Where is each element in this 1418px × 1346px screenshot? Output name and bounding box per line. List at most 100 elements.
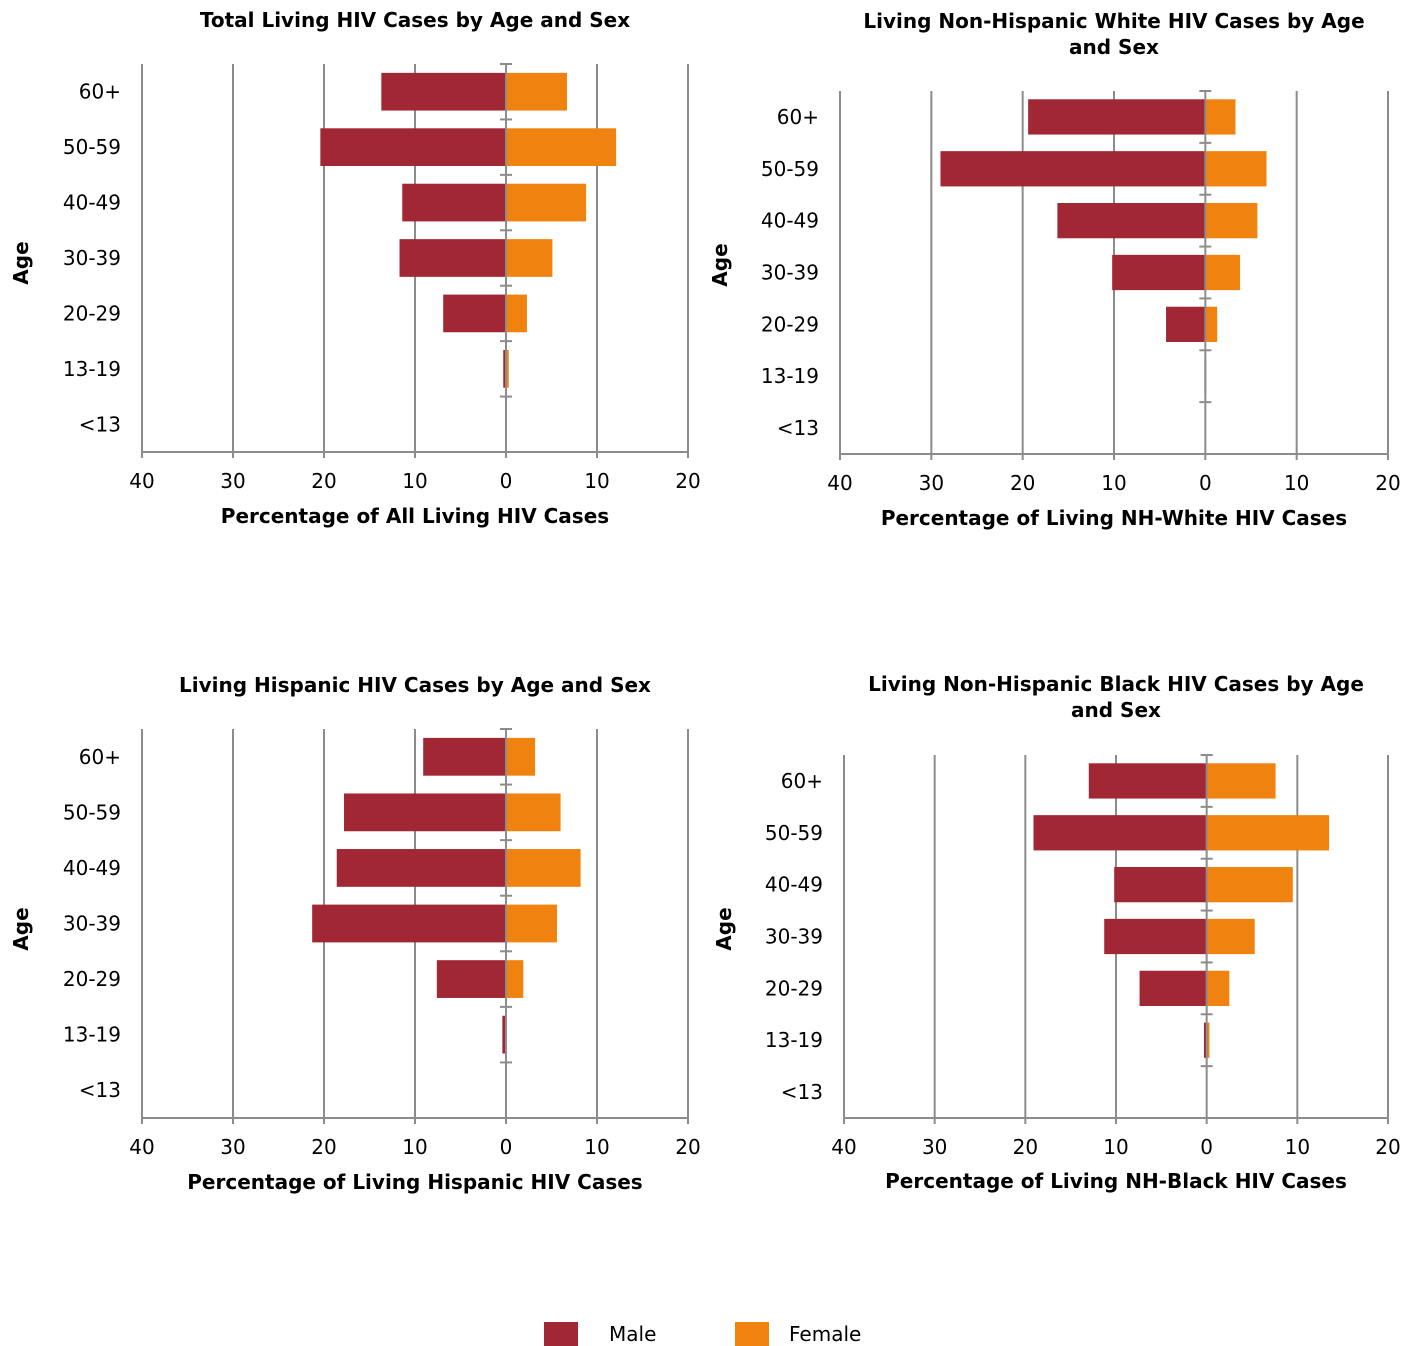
chart-4-bar-male-6 [1203,1022,1207,1058]
chart-4-category-label-3: 40-49 [765,873,823,897]
chart-4-bar-male-3 [1114,867,1207,903]
chart-1-bar-male-2 [320,128,506,166]
chart-2-category-label-6: 13-19 [761,364,819,388]
chart-2-category-label-1: 60+ [777,105,819,129]
chart-1-bar-female-5 [506,294,527,333]
chart-4-bar-female-4 [1206,918,1255,955]
chart-2-x-tick-label-3: 20 [1010,471,1035,495]
chart-3-x-tick-label-6: 10 [584,1135,609,1159]
chart-2-x-tick-label-7: 20 [1375,471,1400,495]
chart-2-x-tick-label-6: 10 [1284,471,1309,495]
chart-2-x-tick-label-2: 30 [919,471,944,495]
chart-1-category-label-2: 50-59 [63,135,121,159]
chart-4-category-label-7: <13 [781,1080,823,1104]
chart-1-y-axis-title: Age [9,241,33,284]
chart-3-category-label-4: 30-39 [63,912,121,936]
chart-2-category-label-3: 40-49 [761,209,819,233]
chart-4-bar-female-5 [1206,970,1230,1006]
chart-4-bar-female-2 [1206,815,1330,851]
legend-male-label: Male [609,1322,656,1346]
chart-4-bar-female-3 [1206,867,1293,903]
chart-2-category-label-4: 30-39 [761,261,819,285]
chart-2-x-axis-title: Percentage of Living NH-White HIV Cases [881,506,1347,530]
chart-3-x-axis-title: Percentage of Living Hispanic HIV Cases [187,1170,642,1194]
chart-1-x-tick-label-5: 0 [500,469,513,493]
chart-4-bar-female-6 [1206,1022,1210,1058]
chart-4-bar-male-1 [1088,763,1207,799]
chart-1-bar-female-3 [506,183,587,222]
chart-1-bar-female-1 [506,72,567,111]
chart-1-category-label-3: 40-49 [63,191,121,215]
chart-2-x-tick-label-4: 10 [1101,471,1126,495]
chart-3-x-tick-label-2: 30 [220,1135,245,1159]
chart-3-bar-male-6 [502,1015,506,1054]
chart-3-bar-male-4 [312,904,506,943]
chart-4-category-label-2: 50-59 [765,821,823,845]
chart-4-title-line-1: Living Non-Hispanic Black HIV Cases by A… [868,672,1364,696]
chart-3-y-axis-title: Age [9,907,33,950]
chart-2-bar-female-5 [1205,306,1218,342]
chart-1-category-label-4: 30-39 [63,246,121,270]
chart-2-bar-male-1 [1028,99,1206,135]
chart-4-x-axis-title: Percentage of Living NH-Black HIV Cases [885,1169,1347,1193]
chart-4-title-line-2: and Sex [1071,698,1161,722]
chart-1-bar-male-5 [443,294,506,333]
chart-3-x-tick-label-5: 0 [500,1135,513,1159]
chart-1-x-tick-label-6: 10 [584,469,609,493]
chart-1-bar-male-1 [381,72,506,111]
chart-4-category-label-6: 13-19 [765,1028,823,1052]
chart-3-category-label-7: <13 [79,1078,121,1102]
chart-4-bar-male-5 [1139,970,1207,1006]
chart-4-x-tick-label-7: 20 [1375,1135,1400,1159]
chart-1-bar-female-4 [506,239,553,277]
chart-3-x-tick-label-3: 20 [311,1135,336,1159]
chart-4-category-label-1: 60+ [781,769,823,793]
chart-2-bar-female-1 [1205,99,1236,135]
chart-1-x-tick-label-1: 40 [129,469,154,493]
legend-female-label: Female [789,1322,861,1346]
chart-4-x-tick-label-2: 30 [922,1135,947,1159]
chart-3-bar-male-1 [423,737,506,776]
chart-1-category-label-1: 60+ [79,80,121,104]
chart-3-category-label-2: 50-59 [63,800,121,824]
chart-1-bar-male-6 [503,350,506,388]
chart-1-bar-female-2 [506,128,617,166]
chart-4-bar-male-2 [1033,815,1207,851]
chart-2-category-label-5: 20-29 [761,312,819,336]
chart-2-bar-male-4 [1112,254,1206,291]
chart-1-x-tick-label-2: 30 [220,469,245,493]
chart-3-title-line-1: Living Hispanic HIV Cases by Age and Sex [179,673,651,697]
chart-3-bar-male-3 [336,849,506,887]
chart-3-category-label-6: 13-19 [63,1023,121,1047]
chart-1-category-label-5: 20-29 [63,301,121,325]
chart-4-x-tick-label-5: 0 [1200,1135,1213,1159]
chart-1-x-tick-label-4: 10 [402,469,427,493]
chart-3-bar-male-5 [436,960,506,998]
chart-1-x-tick-label-3: 20 [311,469,336,493]
chart-2-title-line-1: Living Non-Hispanic White HIV Cases by A… [863,9,1364,33]
chart-4-bar-female-1 [1206,763,1276,799]
chart-2-title-line-2: and Sex [1069,35,1159,59]
legend-female-swatch [735,1322,769,1346]
chart-2-bar-male-5 [1166,306,1206,342]
chart-2-bar-female-2 [1205,151,1267,187]
chart-4-bar-male-4 [1104,918,1207,955]
chart-4-x-tick-label-6: 10 [1285,1135,1310,1159]
chart-1-bar-female-6 [506,350,509,388]
chart-1-category-label-7: <13 [79,412,121,436]
chart-3-bar-male-2 [344,793,506,832]
chart-2-x-tick-label-1: 40 [827,471,852,495]
chart-2-bar-male-2 [940,151,1206,187]
chart-1-x-axis-title: Percentage of All Living HIV Cases [221,504,609,528]
chart-4-x-tick-label-3: 20 [1013,1135,1038,1159]
chart-2-bar-female-4 [1205,254,1241,291]
chart-3-bar-female-4 [506,904,557,943]
chart-4-x-tick-label-1: 40 [831,1135,856,1159]
chart-1-x-tick-label-7: 20 [675,469,700,493]
chart-4-category-label-5: 20-29 [765,976,823,1000]
chart-1-bar-male-3 [402,183,506,222]
chart-2-category-label-2: 50-59 [761,157,819,181]
chart-1-bar-male-4 [399,239,506,277]
chart-3-bar-female-3 [506,849,581,887]
